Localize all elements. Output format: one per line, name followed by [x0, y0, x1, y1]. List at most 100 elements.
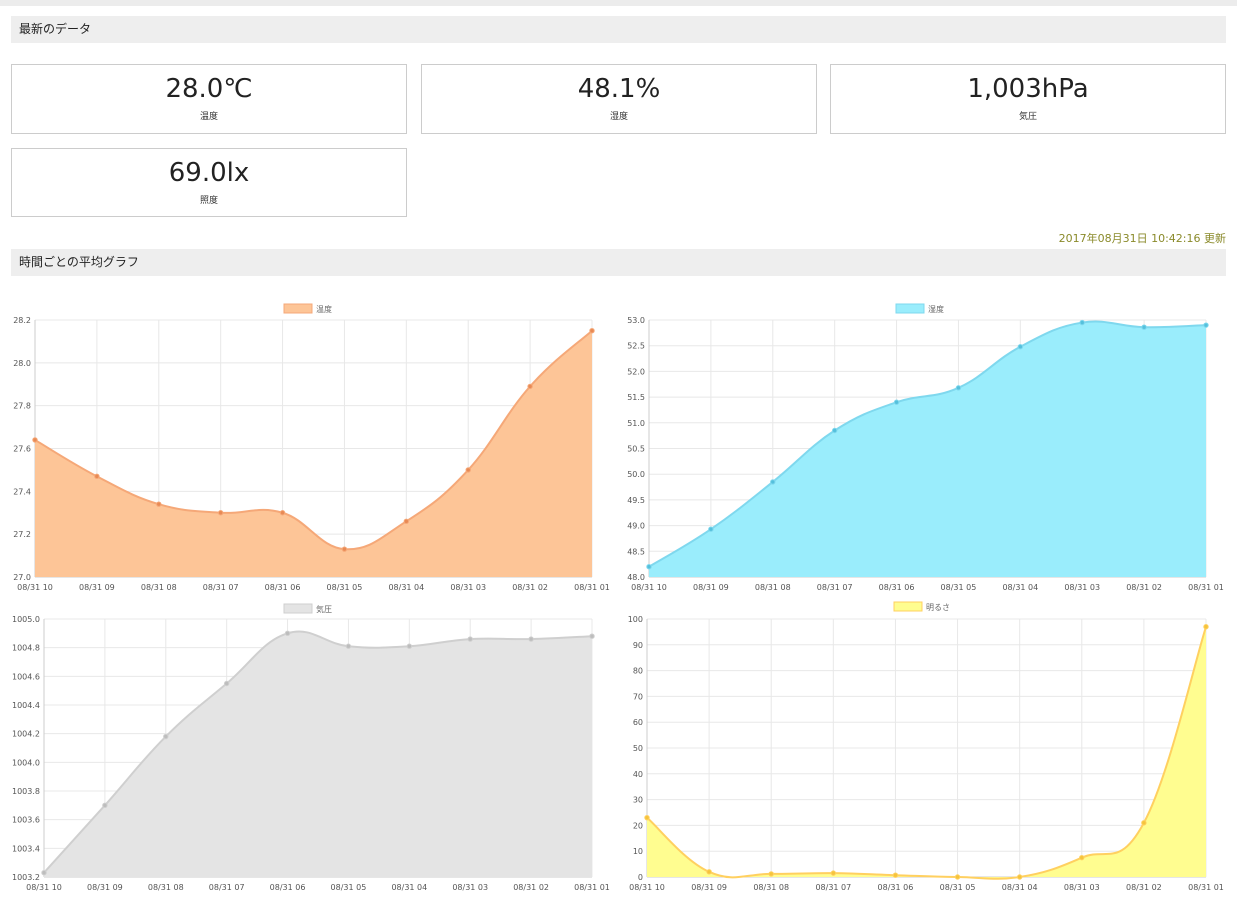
x-tick-label: 08/31 05	[331, 883, 367, 892]
data-point	[1079, 854, 1085, 861]
y-tick-label: 51.0	[627, 419, 645, 428]
y-tick-label: 1004.4	[12, 701, 40, 710]
data-point	[284, 630, 291, 637]
series-area	[649, 321, 1206, 577]
series-line	[648, 320, 1207, 568]
x-tick-label: 08/31 10	[629, 883, 665, 892]
data-point	[706, 869, 712, 875]
latest-data-header: 最新のデータ	[11, 16, 1226, 43]
x-tick-label: 08/31 01	[574, 583, 610, 592]
y-tick-label: 52.0	[627, 367, 645, 376]
data-point	[32, 437, 38, 443]
x-tick-label: 08/31 01	[1188, 583, 1224, 592]
x-tick-label: 08/31 01	[574, 883, 610, 892]
data-point	[1141, 820, 1147, 826]
x-tick-label: 08/31 05	[941, 583, 977, 592]
humidity-chart: 湿度 53.0 52.5 52.0 51.5 51.0 50.5 50.0 49.5 49.0 48…	[627, 303, 1224, 592]
y-tick-label: 53.0	[627, 316, 645, 325]
y-tick-label: 30	[633, 796, 643, 805]
x-tick-label: 08/31 04	[1002, 583, 1038, 592]
x-tick-label: 08/31 09	[87, 883, 123, 892]
data-point	[1017, 344, 1024, 350]
legend-label: 湿度	[928, 304, 944, 314]
y-tick-label: 1004.0	[12, 758, 40, 767]
illuminance-card: 69.0lx 照度	[11, 148, 407, 217]
x-tick-label: 08/31 08	[148, 883, 184, 892]
y-tick-label: 70	[633, 692, 643, 701]
x-tick-label: 08/31 04	[1002, 883, 1038, 892]
temperature-card: 28.0℃ 温度	[11, 64, 407, 134]
temperature-label: 温度	[199, 112, 218, 122]
legend-swatch	[283, 303, 313, 314]
pressure-label: 気圧	[1018, 112, 1037, 122]
y-tick-label: 90	[633, 641, 643, 650]
y-tick-label: 1003.8	[12, 787, 40, 796]
y-tick-label: 28.2	[13, 316, 31, 325]
illuminance-label: 照度	[199, 196, 218, 206]
data-point	[589, 633, 595, 639]
x-tick-label: 08/31 05	[940, 883, 976, 892]
x-tick-label: 08/31 02	[1126, 583, 1162, 592]
y-tick-label: 27.4	[13, 487, 31, 496]
y-tick-label: 49.5	[627, 496, 645, 505]
data-point	[1203, 624, 1209, 630]
x-tick-label: 08/31 03	[1064, 583, 1100, 592]
y-tick-label: 48.0	[627, 573, 645, 582]
data-point	[770, 479, 776, 485]
series-area	[35, 330, 592, 577]
data-point	[217, 510, 224, 516]
legend-label: 明るさ	[926, 603, 950, 612]
data-point	[406, 643, 413, 649]
x-tick-label: 08/31 05	[327, 583, 363, 592]
x-tick-label: 08/31 06	[878, 883, 914, 892]
series-area	[647, 626, 1206, 879]
legend-label: 温度	[316, 304, 332, 314]
legend-swatch	[895, 303, 925, 314]
x-tick-label: 08/31 09	[691, 883, 727, 892]
data-point	[527, 383, 533, 390]
data-point	[1203, 322, 1209, 328]
x-tick-label: 08/31 07	[815, 883, 851, 892]
y-tick-label: 1004.6	[12, 672, 40, 681]
data-point	[589, 328, 595, 334]
pressure-card: 1,003hPa 気圧	[830, 64, 1226, 134]
y-tick-label: 20	[633, 821, 643, 830]
y-tick-label: 27.6	[13, 445, 31, 454]
x-tick-label: 08/31 04	[391, 883, 427, 892]
last-updated-text: 2017年08月31日 10:42:16 更新	[1058, 232, 1226, 245]
x-tick-label: 08/31 06	[879, 583, 915, 592]
legend-label: 気圧	[316, 604, 332, 614]
y-tick-label: 48.5	[627, 547, 645, 556]
data-point	[892, 872, 899, 878]
data-point	[830, 870, 837, 876]
x-tick-label: 08/31 07	[817, 583, 853, 592]
data-point	[955, 385, 962, 391]
x-tick-label: 08/31 02	[1126, 883, 1162, 892]
x-tick-label: 08/31 07	[209, 883, 245, 892]
x-tick-label: 08/31 08	[141, 583, 177, 592]
y-tick-label: 50	[633, 744, 643, 753]
y-tick-label: 27.8	[13, 402, 31, 411]
data-point	[954, 874, 961, 880]
x-tick-label: 08/31 07	[203, 583, 239, 592]
x-tick-label: 08/31 03	[450, 583, 486, 592]
y-tick-label: 50.0	[627, 470, 645, 479]
y-tick-label: 28.0	[13, 359, 31, 368]
data-point	[94, 473, 100, 480]
data-point	[1079, 319, 1085, 326]
x-tick-label: 08/31 03	[1064, 883, 1100, 892]
data-point	[345, 643, 352, 649]
y-tick-label: 27.2	[13, 530, 31, 539]
data-point	[403, 518, 410, 525]
hourly-graph-header: 時間ごとの平均グラフ	[11, 249, 1226, 276]
x-tick-label: 08/31 02	[512, 583, 548, 592]
data-point	[279, 510, 286, 516]
data-point	[156, 501, 162, 507]
y-tick-label: 60	[633, 718, 643, 727]
y-tick-label: 1003.4	[12, 844, 40, 853]
y-tick-label: 27.0	[13, 573, 31, 582]
data-point	[341, 546, 348, 552]
x-tick-label: 08/31 03	[452, 883, 488, 892]
data-point	[893, 399, 900, 405]
legend-swatch	[283, 603, 313, 614]
